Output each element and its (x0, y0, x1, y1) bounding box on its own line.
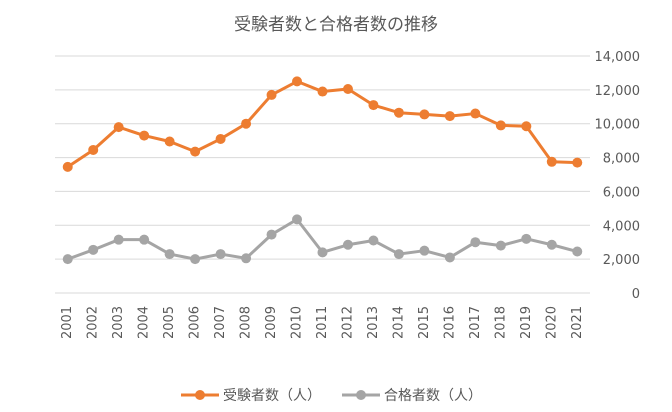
data-point (444, 111, 455, 122)
data-point (215, 133, 226, 144)
y-tick-label: 2,000 (603, 253, 640, 268)
data-point (292, 214, 303, 225)
data-point (317, 247, 328, 258)
data-point (521, 233, 532, 244)
data-point (62, 161, 73, 172)
data-point (342, 239, 353, 250)
x-tick-label: 2005 (162, 306, 177, 339)
legend-label-applicants: 受験者数（人） (223, 388, 321, 404)
data-point (62, 254, 73, 265)
data-point (342, 84, 353, 95)
data-point (546, 156, 557, 167)
data-point (88, 144, 99, 155)
y-tick-label: 4,000 (603, 219, 640, 234)
data-point (521, 121, 532, 132)
legend-item-passers: 合格者数（人） (342, 388, 482, 404)
x-tick-label: 2010 (290, 306, 305, 339)
data-point (164, 136, 175, 147)
data-point (572, 246, 583, 257)
x-tick-label: 2012 (340, 306, 355, 339)
legend-item-applicants: 受験者数（人） (181, 388, 321, 404)
chart-title: 受験者数と合格者数の推移 (234, 15, 438, 35)
data-point (368, 100, 379, 111)
data-point (88, 244, 99, 255)
series-0 (62, 76, 583, 172)
data-point (139, 234, 150, 245)
data-point (164, 249, 175, 260)
x-tick-label: 2017 (468, 306, 483, 339)
data-point (444, 252, 455, 263)
data-point (419, 109, 430, 120)
x-tick-label: 2006 (188, 306, 203, 339)
x-tick-label: 2021 (570, 306, 585, 339)
x-tick-label: 2020 (544, 306, 559, 339)
data-point (393, 249, 404, 260)
x-tick-label: 2018 (493, 306, 508, 339)
data-point (470, 237, 481, 248)
data-point (317, 86, 328, 97)
legend-marker-passers (356, 390, 366, 400)
x-tick-label: 2014 (391, 306, 406, 339)
x-tick-label: 2008 (239, 306, 254, 339)
data-point (419, 245, 430, 256)
y-tick-label: 8,000 (603, 152, 640, 167)
x-tick-label: 2004 (137, 306, 152, 339)
data-point (139, 130, 150, 141)
data-point (190, 254, 201, 265)
y-tick-label: 10,000 (595, 118, 641, 133)
x-tick-label: 2007 (213, 306, 228, 339)
data-point (495, 120, 506, 131)
x-tick-label: 2011 (315, 306, 330, 339)
y-tick-label: 14,000 (595, 50, 641, 65)
y-tick-label: 6,000 (603, 185, 640, 200)
data-point (368, 235, 379, 246)
data-point (546, 239, 557, 250)
data-point (215, 249, 226, 260)
data-point (113, 122, 124, 133)
data-point (470, 108, 481, 119)
data-point (292, 76, 303, 87)
data-point (266, 89, 277, 100)
data-point (241, 253, 252, 264)
data-point (113, 234, 124, 245)
data-point (266, 229, 277, 240)
x-axis-ticks: 2001 2002 2003 2004 2005 2006 2007 2008 2009 2010… (60, 306, 585, 339)
gridlines (55, 55, 590, 294)
x-tick-label: 2009 (264, 306, 279, 339)
series-1 (62, 214, 583, 265)
x-tick-label: 2019 (519, 306, 534, 339)
y-axis-ticks: 0 2,000 4,000 6,000 8,000 10,000 12,000 14,000 (595, 50, 641, 302)
data-point (241, 118, 252, 129)
x-tick-label: 2015 (417, 306, 432, 339)
data-point (495, 240, 506, 251)
data-point (393, 107, 404, 118)
x-tick-label: 2016 (442, 306, 457, 339)
data-point (190, 146, 201, 157)
x-tick-label: 2001 (60, 306, 75, 339)
x-tick-label: 2003 (111, 306, 126, 339)
data-point (572, 157, 583, 168)
series-layer (62, 76, 583, 265)
x-tick-label: 2002 (86, 306, 101, 339)
y-tick-label: 0 (632, 287, 640, 302)
y-tick-label: 12,000 (595, 84, 641, 99)
legend: 受験者数（人） 合格者数（人） (181, 388, 482, 404)
legend-label-passers: 合格者数（人） (384, 388, 482, 404)
legend-marker-applicants (195, 390, 205, 400)
x-tick-label: 2013 (366, 306, 381, 339)
